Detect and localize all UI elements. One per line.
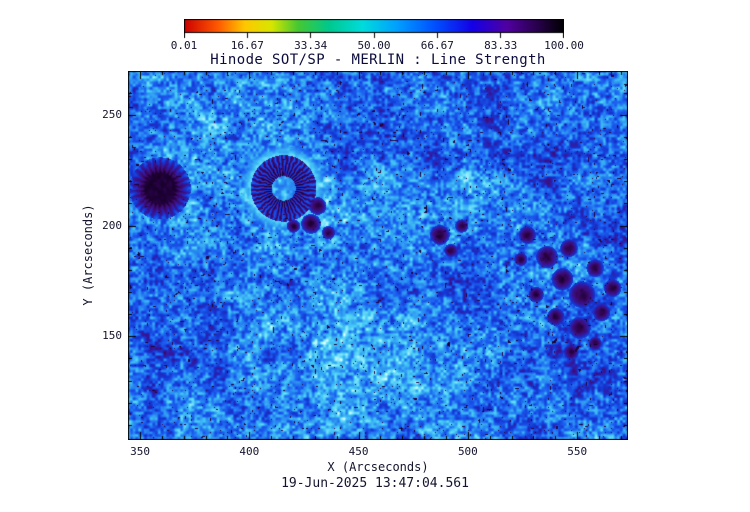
x-axis-tick-label: 450 <box>348 445 369 458</box>
y-axis-tick-label: 200 <box>102 218 122 232</box>
colorbar-tick-label: 83.33 <box>484 39 518 52</box>
plot-title: Hinode SOT/SP - MERLIN : Line Strength <box>210 52 546 68</box>
x-axis-tick-label: 500 <box>457 445 478 458</box>
y-axis-tick-label: 250 <box>102 107 122 121</box>
y-axis-tick-label: 150 <box>102 329 122 343</box>
x-axis-tick-label: 400 <box>239 445 260 458</box>
y-axis-label: Y (Arcseconds) <box>81 204 95 306</box>
colorbar-tick-labels: 0.01 16.67 33.34 50.00 66.67 83.33 100.00 <box>171 39 584 53</box>
colorbar <box>184 19 564 39</box>
colorbar-tick-label: 33.34 <box>294 39 328 52</box>
x-axis-tick-label: 550 <box>567 445 588 458</box>
colorbar-tick-label: 0.01 <box>170 39 198 52</box>
colorbar-tick-label: 100.00 <box>544 39 584 52</box>
x-axis-tick-label: 350 <box>130 445 150 458</box>
heatmap-canvas <box>128 71 628 440</box>
timestamp-caption: 19-Jun-2025 13:47:04.561 <box>281 476 469 491</box>
colorbar-tick-label: 50.00 <box>357 39 391 52</box>
colorbar-tick-label: 66.67 <box>420 39 454 52</box>
colorbar-tick-label: 16.67 <box>230 39 264 52</box>
x-axis-label: X (Arcseconds) <box>327 460 429 474</box>
